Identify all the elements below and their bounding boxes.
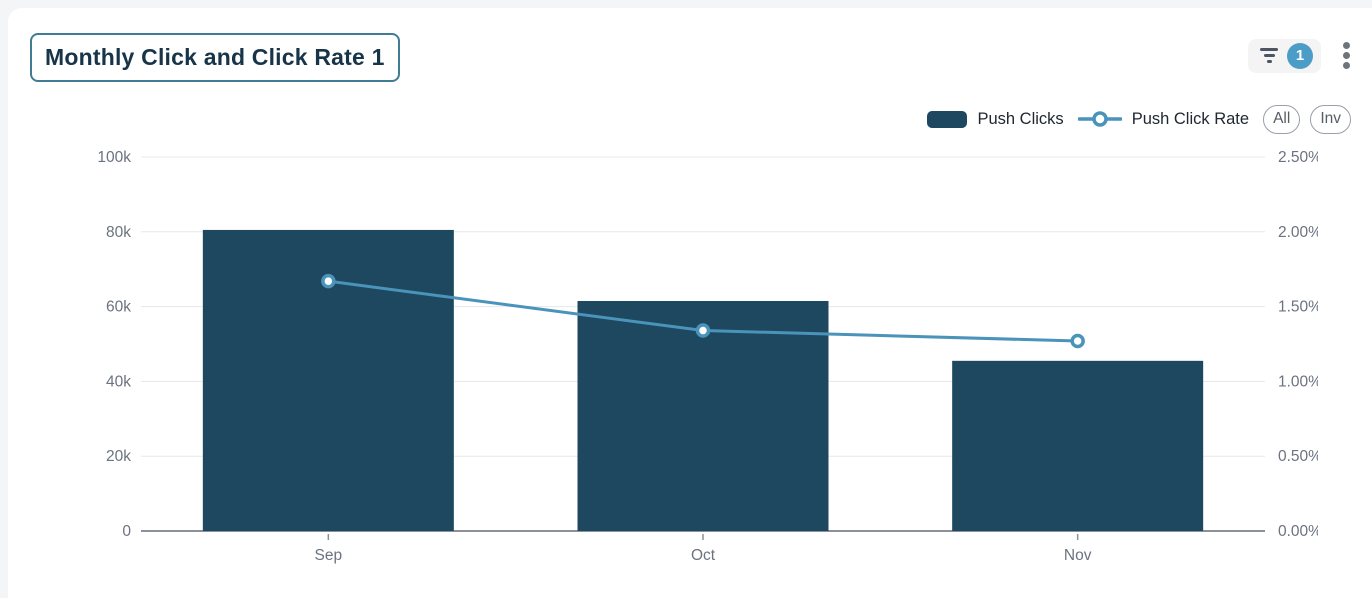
y-right-tick-label: 1.50% xyxy=(1278,299,1318,316)
combo-chart[interactable]: 0 0.00% 20k 0.50% 40k 1.00% 60k 1.50% 80k 2.00% 10… xyxy=(68,148,1318,578)
y-left-tick-label: 60k xyxy=(106,299,131,316)
header-controls: 1 xyxy=(1248,38,1354,73)
x-axis-label: Oct xyxy=(691,547,716,564)
chart-legend: Push Clicks Push Click Rate All Inv xyxy=(927,104,1351,134)
y-left-tick-label: 0 xyxy=(122,523,131,540)
chart-title: Monthly Click and Click Rate 1 xyxy=(45,44,385,70)
line-marker-oct[interactable] xyxy=(695,323,711,338)
filter-count-badge: 1 xyxy=(1287,42,1313,69)
y-right-tick-label: 0.50% xyxy=(1278,448,1318,465)
kebab-dot xyxy=(1343,42,1350,49)
push-click-rate-marker-icon xyxy=(1077,111,1122,127)
legend-label-push-click-rate: Push Click Rate xyxy=(1131,109,1250,128)
legend-item-push-click-rate[interactable]: Push Click Rate xyxy=(1077,109,1250,129)
y-left-tick-label: 40k xyxy=(106,373,131,390)
y-left-tick-label: 100k xyxy=(97,149,131,166)
chart-title-box[interactable]: Monthly Click and Click Rate 1 xyxy=(30,33,400,82)
bar-nov[interactable] xyxy=(952,360,1204,531)
line-marker-nov[interactable] xyxy=(1070,333,1085,349)
kebab-dot xyxy=(1343,62,1350,69)
push-clicks-swatch-icon xyxy=(927,110,968,128)
x-axis-label: Nov xyxy=(1064,547,1092,564)
y-right-tick-label: 2.00% xyxy=(1278,224,1318,241)
legend-label-push-clicks: Push Clicks xyxy=(977,109,1064,128)
bar-oct[interactable] xyxy=(577,300,829,531)
filter-icon xyxy=(1260,48,1278,63)
line-marker-sep[interactable] xyxy=(321,273,336,289)
kebab-menu-button[interactable] xyxy=(1339,38,1354,73)
legend-inv-button[interactable]: Inv xyxy=(1310,104,1351,134)
x-axis-label: Sep xyxy=(315,547,343,564)
kebab-dot xyxy=(1343,52,1350,59)
y-left-tick-label: 80k xyxy=(106,224,131,241)
y-right-tick-label: 0.00% xyxy=(1278,523,1318,540)
chart-card: Monthly Click and Click Rate 1 1 Push Cl… xyxy=(8,8,1372,598)
legend-item-push-clicks[interactable]: Push Clicks xyxy=(927,109,1064,129)
y-left-tick-label: 20k xyxy=(106,448,131,465)
filter-button[interactable]: 1 xyxy=(1248,38,1321,73)
y-right-tick-label: 1.00% xyxy=(1278,373,1318,390)
y-right-tick-label: 2.50% xyxy=(1278,149,1318,166)
legend-all-button[interactable]: All xyxy=(1263,104,1301,134)
